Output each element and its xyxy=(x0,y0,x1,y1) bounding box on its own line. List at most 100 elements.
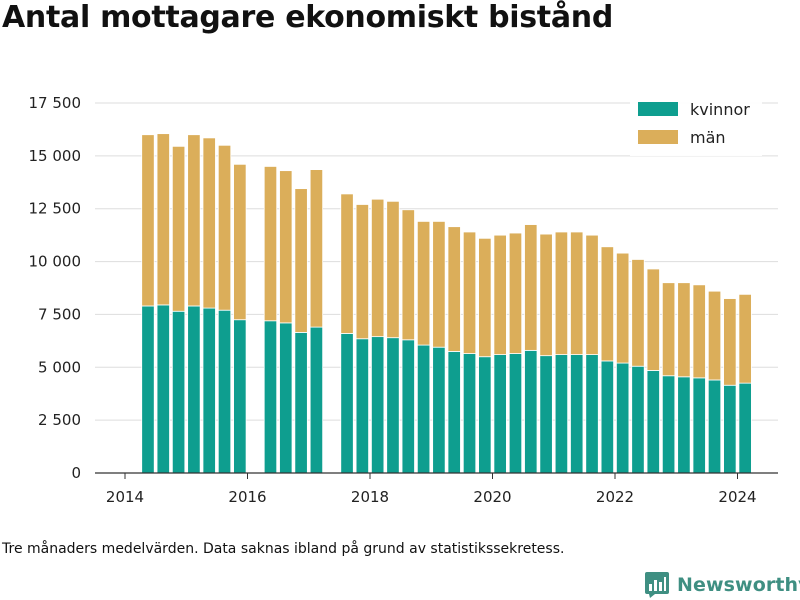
bar-chart-logo-icon xyxy=(645,572,669,598)
legend-label-man: män xyxy=(690,128,726,147)
bar-kvinnor xyxy=(355,338,369,474)
bar-man xyxy=(539,233,553,357)
bar-kvinnor xyxy=(217,309,232,474)
bar-kvinnor xyxy=(524,349,538,474)
bar-man xyxy=(723,298,737,386)
y-axis-tick-labels: 0 2 500 5 000 7 500 10 000 12 500 15 000 17 500 xyxy=(29,94,82,482)
bar-kvinnor xyxy=(371,336,385,474)
bar-kvinnor xyxy=(432,346,446,474)
bar-man xyxy=(386,200,400,339)
bar-kvinnor xyxy=(263,320,278,474)
y-tick-label: 5 000 xyxy=(38,358,81,376)
chart-title: Antal mottagare ekonomiskt bistånd xyxy=(2,0,614,35)
bar-kvinnor xyxy=(738,382,752,474)
bar-kvinnor xyxy=(447,351,461,474)
bar-man xyxy=(263,166,278,322)
bar-kvinnor xyxy=(493,354,507,474)
bar-kvinnor xyxy=(202,307,216,474)
x-tick-label: 2014 xyxy=(106,488,144,506)
bar-man xyxy=(294,188,308,333)
bars xyxy=(141,133,752,474)
bar-man xyxy=(631,259,645,367)
bar-kvinnor xyxy=(723,384,737,474)
bar-kvinnor xyxy=(677,376,691,474)
bar-kvinnor xyxy=(416,344,431,474)
bar-kvinnor xyxy=(707,379,722,474)
y-tick-label: 2 500 xyxy=(38,411,81,429)
bar-man xyxy=(156,133,170,306)
bar-kvinnor xyxy=(156,304,170,474)
bar-man xyxy=(570,231,584,356)
bar-man xyxy=(371,198,385,338)
bar-man xyxy=(661,282,676,377)
bar-kvinnor xyxy=(478,356,492,474)
bar-kvinnor xyxy=(386,337,400,474)
bar-man xyxy=(340,193,354,334)
bar-man xyxy=(508,232,523,354)
bar-kvinnor xyxy=(141,305,155,474)
bar-man xyxy=(217,144,232,311)
y-tick-label: 7 500 xyxy=(38,305,81,323)
bar-man xyxy=(707,290,722,381)
bar-man xyxy=(600,246,614,362)
bar-man xyxy=(202,137,216,309)
x-tick-label: 2022 xyxy=(596,488,634,506)
bar-man xyxy=(171,145,186,312)
bar-man xyxy=(432,220,446,348)
bar-kvinnor xyxy=(279,322,293,474)
bar-man xyxy=(355,204,369,340)
bar-kvinnor xyxy=(554,354,569,474)
bar-kvinnor xyxy=(616,362,630,474)
bar-kvinnor xyxy=(539,355,553,474)
bar-kvinnor xyxy=(309,326,324,474)
bar-kvinnor xyxy=(508,353,523,474)
bar-kvinnor xyxy=(631,365,645,474)
bar-man xyxy=(416,220,431,346)
bar-man xyxy=(646,268,660,371)
y-tick-label: 0 xyxy=(71,464,81,482)
bar-man xyxy=(692,284,706,379)
bar-man xyxy=(616,252,630,364)
y-tick-label: 17 500 xyxy=(29,94,82,112)
bar-man xyxy=(401,209,415,341)
legend-swatch-man xyxy=(638,130,678,144)
y-tick-label: 15 000 xyxy=(29,147,82,165)
bar-man xyxy=(279,170,293,324)
bar-kvinnor xyxy=(340,333,354,474)
bar-kvinnor xyxy=(646,370,660,474)
bar-kvinnor xyxy=(600,360,614,474)
bar-man xyxy=(309,169,324,328)
bar-man xyxy=(585,234,599,355)
y-tick-label: 10 000 xyxy=(29,253,82,271)
bar-kvinnor xyxy=(585,354,599,474)
bar-kvinnor xyxy=(692,377,706,474)
brand-logo[interactable]: Newsworthy xyxy=(645,570,800,600)
legend-swatch-kvinnor xyxy=(638,102,678,116)
bar-man xyxy=(554,231,569,356)
brand-name: Newsworthy xyxy=(677,574,800,596)
footnote: Tre månaders medelvärden. Data saknas ib… xyxy=(2,541,565,557)
bar-man xyxy=(738,293,752,384)
bar-man xyxy=(677,282,691,378)
bar-man xyxy=(478,237,492,358)
bar-kvinnor xyxy=(462,353,477,474)
bar-kvinnor xyxy=(294,331,308,474)
bar-kvinnor xyxy=(661,375,676,474)
legend: kvinnor män xyxy=(630,94,762,156)
bar-man xyxy=(187,134,201,307)
bar-man xyxy=(233,163,247,321)
legend-label-kvinnor: kvinnor xyxy=(690,100,750,119)
bar-kvinnor xyxy=(570,354,584,474)
bar-man xyxy=(141,134,155,307)
bar-man xyxy=(524,224,538,351)
x-tick-label: 2020 xyxy=(473,488,511,506)
bar-kvinnor xyxy=(171,310,186,474)
bar-man xyxy=(493,234,507,355)
x-tick-label: 2016 xyxy=(228,488,266,506)
bar-kvinnor xyxy=(233,319,247,474)
bar-kvinnor xyxy=(187,305,201,474)
bar-man xyxy=(447,226,461,352)
bar-kvinnor xyxy=(401,339,415,474)
y-tick-label: 12 500 xyxy=(29,200,82,218)
